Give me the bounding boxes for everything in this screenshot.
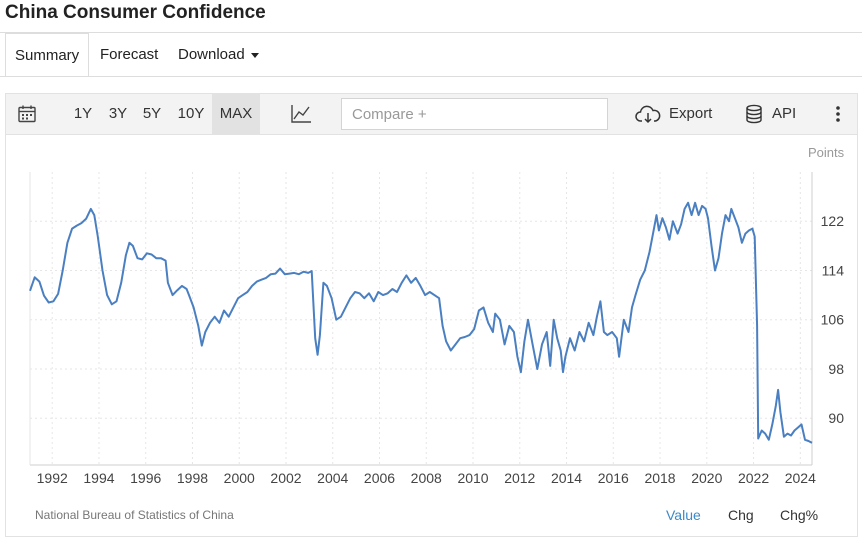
x-tick-label: 2006 (364, 470, 395, 486)
x-tick-label: 1994 (83, 470, 114, 486)
x-tick-label: 1996 (130, 470, 161, 486)
cloud-download-icon (635, 105, 661, 124)
range-3y-button[interactable]: 3Y (108, 105, 128, 122)
tabs-divider (0, 76, 862, 77)
page-title: China Consumer Confidence (5, 2, 266, 23)
format-chg-pct-button[interactable]: Chg% (780, 507, 819, 523)
range-1y-button[interactable]: 1Y (73, 105, 93, 122)
tab-forecast-label: Forecast (100, 46, 159, 63)
y-tick-label: 106 (821, 312, 845, 328)
tab-download[interactable]: Download (178, 33, 259, 76)
export-label: Export (669, 105, 713, 122)
tab-forecast[interactable]: Forecast (100, 33, 158, 76)
kebab-menu-icon[interactable] (835, 105, 841, 123)
chevron-down-icon (250, 52, 259, 58)
api-button[interactable]: API (745, 94, 805, 134)
line-chart-icon[interactable] (290, 104, 312, 124)
x-tick-label: 2014 (551, 470, 582, 486)
y-tick-label: 114 (822, 262, 845, 278)
tab-download-label: Download (178, 46, 245, 63)
compare-input[interactable] (341, 98, 608, 130)
calendar-icon[interactable] (17, 104, 37, 124)
x-tick-label: 2020 (691, 470, 722, 486)
series-line-0 (29, 201, 813, 444)
x-tick-label: 2018 (644, 470, 675, 486)
range-max-button[interactable]: MAX (212, 94, 260, 134)
source-attribution: National Bureau of Statistics of China (35, 508, 234, 522)
format-chg-button[interactable]: Chg (728, 507, 754, 523)
x-tick-label: 1998 (177, 470, 208, 486)
chart-axes: 1992 1994 1996 1998 2000 2002 2004 2006 2008 2010… (29, 172, 845, 486)
tab-summary[interactable]: Summary (5, 33, 90, 77)
tab-summary-label: Summary (15, 47, 80, 64)
x-tick-label: 2004 (317, 470, 348, 486)
y-tick-label: 98 (828, 361, 844, 377)
x-tick-label: 1992 (37, 470, 68, 486)
api-label: API (772, 105, 797, 122)
tab-bar: Summary Forecast Download (0, 33, 862, 77)
chart-toolbar: 1Y 3Y 5Y 10Y MAX Export API (5, 93, 858, 135)
format-value-button[interactable]: Value (666, 507, 701, 523)
x-tick-label: 2012 (504, 470, 535, 486)
x-tick-label: 2008 (411, 470, 442, 486)
range-10y-button[interactable]: 10Y (177, 105, 205, 122)
x-tick-label: 2000 (224, 470, 255, 486)
chart-series (29, 201, 813, 444)
x-tick-label: 2002 (270, 470, 301, 486)
y-tick-label: 90 (828, 410, 844, 426)
export-button[interactable]: Export (635, 94, 715, 134)
x-tick-label: 2010 (457, 470, 488, 486)
y-axis-units-label: Points (808, 145, 845, 160)
database-icon (746, 104, 762, 124)
range-5y-button[interactable]: 5Y (142, 105, 162, 122)
x-tick-label: 2024 (785, 470, 816, 486)
title-divider (0, 32, 862, 33)
x-tick-label: 2022 (738, 470, 769, 486)
y-tick-label: 122 (821, 213, 845, 229)
chart-grid (30, 172, 812, 465)
x-tick-label: 2016 (598, 470, 629, 486)
